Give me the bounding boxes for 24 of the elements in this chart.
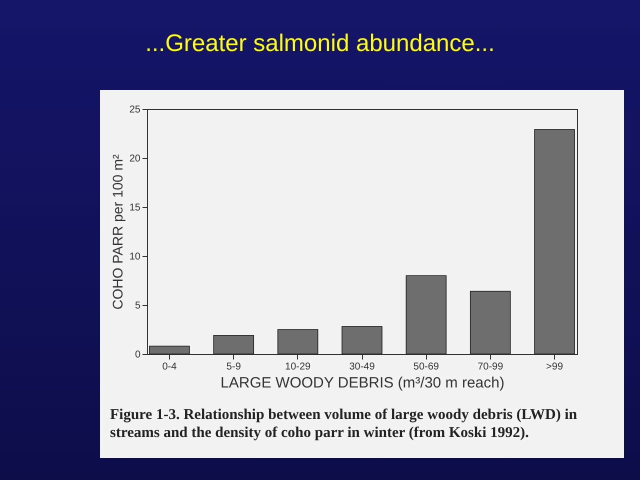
y-tick-label: 15 bbox=[129, 202, 141, 214]
x-tick-label: 30-49 bbox=[349, 362, 376, 372]
bar bbox=[534, 129, 575, 354]
bar bbox=[406, 275, 447, 354]
y-axis-title: COHO PARR per 100 m² bbox=[109, 154, 126, 310]
bar bbox=[213, 334, 254, 354]
x-tick-label: 5-9 bbox=[226, 362, 242, 372]
bar bbox=[149, 346, 190, 354]
bar bbox=[470, 290, 511, 354]
y-tick-label: 0 bbox=[134, 350, 141, 360]
y-tick-label: 25 bbox=[129, 104, 141, 116]
y-tick-label: 5 bbox=[134, 300, 141, 312]
x-tick-label: 50-69 bbox=[413, 362, 440, 372]
y-tick-label: 10 bbox=[129, 252, 141, 262]
x-tick-label: >99 bbox=[546, 362, 564, 372]
y-tick-label: 20 bbox=[129, 154, 141, 164]
x-tick-label: 10-29 bbox=[285, 362, 312, 372]
bar bbox=[277, 329, 318, 354]
x-tick-label: 0-4 bbox=[162, 362, 178, 372]
x-axis-title: LARGE WOODY DEBRIS (m³/30 m reach) bbox=[220, 374, 504, 392]
chart-title: ...Greater salmonid abundance... bbox=[144, 30, 496, 58]
caption: Figure 1-3. Relationship between volume of large woody debris (LWD) in streams and the density of coho parr in winter (from Koski 1992). bbox=[110, 406, 578, 442]
bar bbox=[342, 326, 382, 354]
x-tick-label: 70-99 bbox=[478, 362, 504, 372]
